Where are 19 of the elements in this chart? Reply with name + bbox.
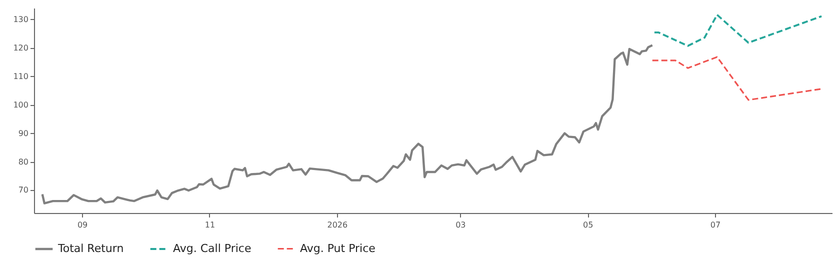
y-tick-label: 80	[18, 157, 28, 166]
x-tick-label: 07	[710, 220, 721, 230]
x-tick-label: 03	[456, 220, 466, 230]
y-tick-label: 100	[13, 100, 28, 110]
x-tick-label: 09	[77, 220, 88, 230]
y-tick-label: 70	[18, 186, 28, 195]
y-tick-label: 90	[18, 128, 28, 138]
legend-label: Avg. Put Price	[300, 242, 376, 255]
y-tick-label: 110	[13, 72, 28, 81]
line-series	[653, 14, 823, 47]
x-tick-label: 05	[582, 220, 594, 230]
legend-label: Total Return	[57, 242, 124, 255]
x-tick-label: 11	[204, 220, 216, 230]
legend-label: Avg. Call Price	[173, 242, 252, 255]
line-series	[652, 56, 822, 101]
y-tick-label: 130	[13, 14, 28, 24]
line-series	[41, 44, 654, 204]
y-tick-label: 120	[13, 43, 28, 52]
x-tick-label: 2026	[327, 220, 348, 230]
